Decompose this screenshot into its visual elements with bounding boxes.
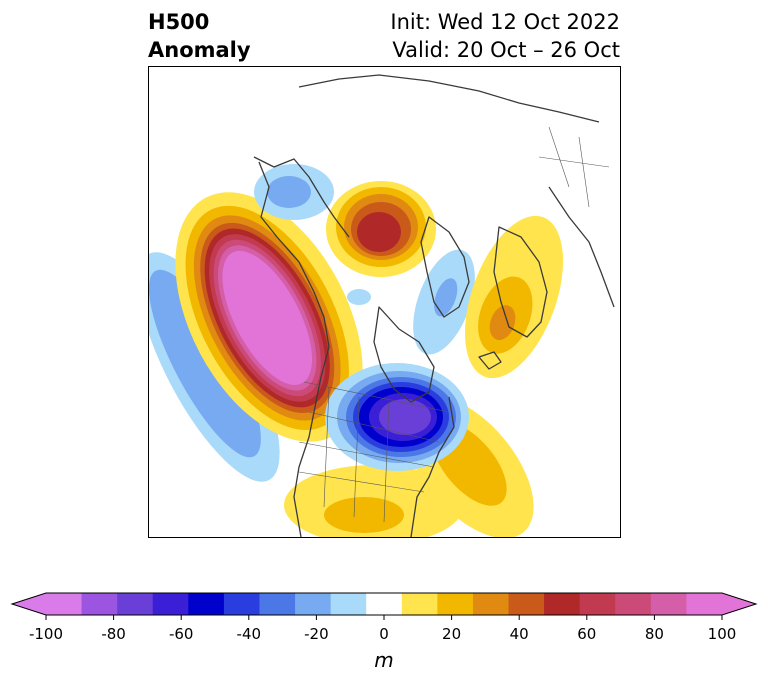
colorbar-tick-label: 100	[708, 625, 737, 643]
colorbar-swatch	[615, 593, 652, 615]
colorbar-swatch	[259, 593, 296, 615]
colorbar-tick-label: 60	[577, 625, 596, 643]
colorbar-tick-label: -80	[101, 625, 126, 643]
colorbar-swatch	[401, 593, 438, 615]
europe-coast	[548, 186, 615, 308]
colorbar-swatch	[295, 593, 332, 615]
colorbar-swatch	[437, 593, 474, 615]
colorbar-swatch	[188, 593, 225, 615]
colorbar-tick-label: 20	[442, 625, 461, 643]
siberia-coast	[298, 74, 600, 123]
colorbar-swatch	[366, 593, 403, 615]
colorbar-tick-label: 0	[379, 625, 389, 643]
chart-title: H500 Anomaly	[148, 8, 251, 64]
date-info: Init: Wed 12 Oct 2022 Valid: 20 Oct – 26…	[390, 8, 620, 64]
colorbar-swatch	[330, 593, 367, 615]
colorbar-swatch	[117, 593, 154, 615]
colorbar-swatch	[650, 593, 687, 615]
colorbar-swatch	[544, 593, 581, 615]
anomaly-shading	[149, 164, 564, 537]
alaska-coast	[253, 156, 350, 238]
colorbar-extend-high	[722, 593, 756, 615]
anomaly-map	[149, 74, 615, 537]
north-america-west-coast	[258, 161, 330, 537]
colorbar-swatch	[508, 593, 545, 615]
colorbar-outline	[10, 592, 758, 616]
colorbar-tick-label: -60	[169, 625, 194, 643]
colorbar-swatch	[223, 593, 260, 615]
colorbar-tick-label: -20	[304, 625, 329, 643]
map-panel	[148, 66, 621, 538]
colorbar-swatch	[46, 593, 83, 615]
great-lakes-trough	[325, 363, 469, 471]
arctic-trough	[254, 164, 371, 305]
colorbar-tick-label: -100	[29, 625, 63, 643]
east-coast	[410, 396, 455, 537]
colorbar-unit-label: m	[374, 648, 394, 672]
colorbar-extend-low	[12, 593, 46, 615]
colorbar-tick-label: 40	[510, 625, 529, 643]
colorbar-swatches	[10, 592, 758, 616]
field-type: Anomaly	[148, 38, 251, 62]
colorbar-swatch	[579, 593, 616, 615]
colorbar-swatch	[686, 593, 723, 615]
colorbar-tick-label: -40	[237, 625, 262, 643]
southern-us-ridge	[284, 465, 464, 537]
arctic-ridge	[326, 181, 436, 277]
hudson-bay	[373, 306, 435, 403]
country-borders	[298, 126, 610, 523]
coastlines	[253, 74, 615, 537]
colorbar-tick-label: 80	[645, 625, 664, 643]
greenland	[420, 216, 470, 318]
baffin-trough	[413, 249, 475, 355]
iceland	[478, 351, 502, 370]
colorbar-ticks: -100 -80 -60 -40 -20 0 20 40 60 80 100	[29, 615, 736, 643]
gulf-of-alaska-ridge	[175, 192, 363, 442]
colorbar-swatch	[81, 593, 118, 615]
scandinavia-coast	[493, 226, 548, 338]
field-name: H500	[148, 10, 210, 34]
valid-dates: Valid: 20 Oct – 26 Oct	[392, 38, 620, 62]
colorbar-swatch	[152, 593, 189, 615]
init-date: Init: Wed 12 Oct 2022	[390, 10, 620, 34]
colorbar-swatch	[472, 593, 510, 615]
